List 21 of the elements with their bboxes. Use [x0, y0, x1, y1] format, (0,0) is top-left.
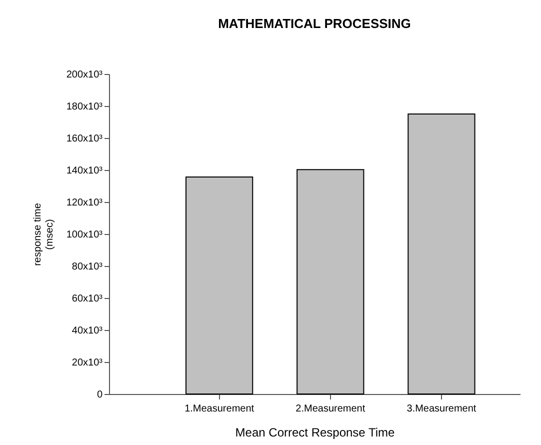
text: (msec): [44, 219, 56, 250]
y-tick-label: 40x10³: [72, 326, 104, 336]
y-tick-label: 0: [96, 390, 103, 400]
x-tick-label: 2.Measurement: [296, 404, 366, 414]
bar: [296, 169, 364, 394]
bar: [185, 176, 254, 394]
y-tick-label: 60x10³: [72, 294, 104, 304]
text: response time: [32, 203, 44, 266]
chart-title: MATHEMATICAL PROCESSING: [218, 16, 411, 31]
x-tick-label: 3.Measurement: [406, 404, 476, 414]
bar: [408, 114, 476, 394]
x-tick-label: 1.Measurement: [184, 404, 254, 414]
y-tick-label: 80x10³: [72, 262, 104, 272]
y-tick-label: 20x10³: [72, 358, 104, 368]
y-tick-label: 120x10³: [66, 198, 104, 208]
y-tick-label: 160x10³: [66, 134, 104, 144]
y-tick-label: 100x10³: [66, 230, 104, 240]
y-tick-label: 180x10³: [66, 102, 104, 112]
y-tick-label: 200x10³: [66, 70, 104, 80]
y-tick-label: 140x10³: [66, 166, 104, 176]
x-axis-title: Mean Correct Response Time: [235, 426, 396, 440]
